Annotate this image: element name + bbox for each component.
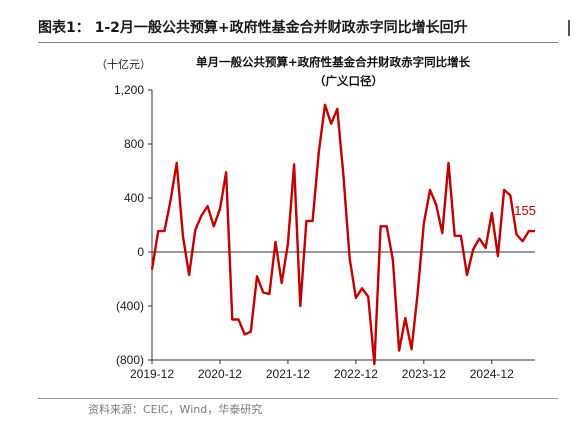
chart-subtitle: （广义口径） [314,74,383,88]
last-value-label: 155 [514,203,536,218]
x-tick-label: 2022-12 [334,367,378,381]
y-tick-label: 0 [137,245,144,259]
x-tick-label: 2021-12 [266,367,310,381]
source-divider [38,398,558,399]
adjacent-panel-edge [568,20,576,36]
x-tick-label: 2024-12 [470,367,514,381]
y-tick-label: 800 [124,137,144,151]
x-tick-label: 2019-12 [130,367,174,381]
figure-title: 图表1： 1-2月一般公共预算+政府性基金合并财政赤字同比增长回升 [38,20,468,36]
unit-label: （十亿元） [96,58,151,71]
source-note: 资料来源：CEIC，Wind，华泰研究 [88,403,263,416]
y-tick-label: 1,200 [114,83,144,97]
y-tick-label: (400) [116,299,144,313]
x-tick-label: 2020-12 [198,367,242,381]
x-tick-label: 2023-12 [402,367,446,381]
y-tick-label: 400 [124,191,144,205]
title-divider [38,42,558,43]
chart-title: 单月一般公共预算+政府性基金合并财政赤字同比增长 [196,55,471,69]
series-line [150,103,535,366]
y-tick-label: (800) [116,353,144,367]
